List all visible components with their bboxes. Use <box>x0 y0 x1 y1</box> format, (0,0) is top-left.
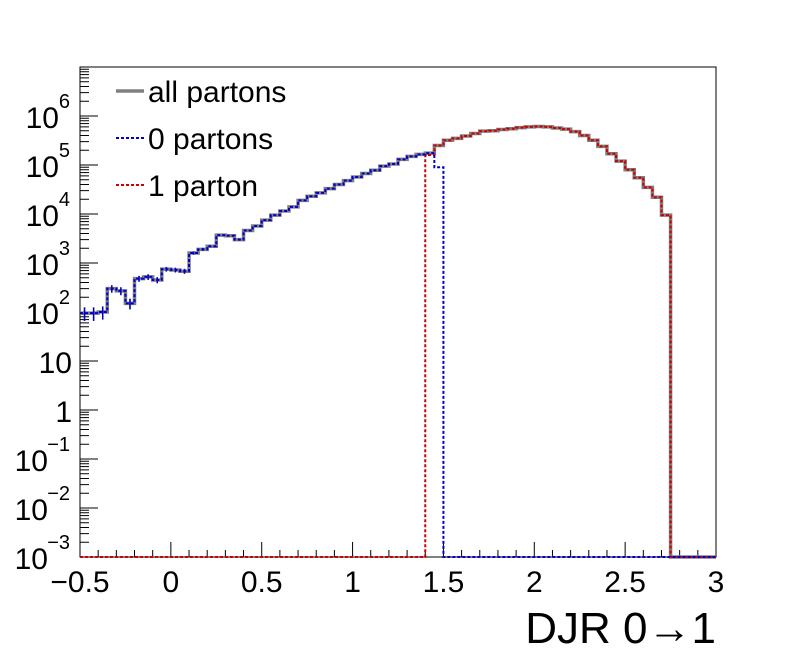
x-axis-label: DJR 0→1 <box>525 604 716 653</box>
y-tick-exponent: 2 <box>59 287 70 309</box>
x-tick-label: 1.5 <box>423 566 465 599</box>
y-tick-label: 1 <box>55 396 72 429</box>
y-tick-base: 10 <box>39 347 72 380</box>
y-tick-label: −210 <box>15 483 70 527</box>
y-tick-base: 10 <box>26 200 59 233</box>
legend: all partons 0 partons 1 parton <box>116 76 286 203</box>
legend-entry: all partons <box>116 76 286 109</box>
y-tick-exponent: −1 <box>47 434 70 456</box>
y-tick-exponent: 4 <box>59 189 70 211</box>
y-tick-label: 310 <box>26 238 70 282</box>
y-tick-label: −110 <box>15 434 70 478</box>
y-tick-label: 10 <box>39 347 72 380</box>
y-tick-base: 10 <box>26 151 59 184</box>
y-tick-base: 10 <box>26 102 59 135</box>
x-tick-label: 3 <box>708 566 725 599</box>
y-tick-exponent: 3 <box>59 238 70 260</box>
y-tick-label: 210 <box>26 287 70 331</box>
y-tick-exponent: 5 <box>59 140 70 162</box>
y-tick-base: 1 <box>55 396 72 429</box>
y-tick-exponent: 6 <box>59 91 70 113</box>
y-tick-label: 410 <box>26 189 70 233</box>
y-tick-base: 10 <box>15 543 48 576</box>
series-line-0-partons <box>80 152 716 558</box>
y-tick-exponent: −2 <box>47 483 70 505</box>
legend-entry: 0 partons <box>116 123 273 156</box>
x-tick-label: 0.5 <box>241 566 283 599</box>
series-line-1-parton <box>80 125 716 558</box>
y-tick-exponent: −3 <box>47 532 70 554</box>
x-tick-label: 2.5 <box>604 566 646 599</box>
legend-label: 0 partons <box>148 123 273 156</box>
axes: −0.5 0 0.5 1 1.5 2 2.5 3−310−210−11011021031041… <box>15 66 725 599</box>
plot-area <box>80 124 716 559</box>
y-tick-label: −310 <box>15 532 70 576</box>
y-tick-base: 10 <box>26 298 59 331</box>
y-tick-label: 510 <box>26 140 70 184</box>
x-tick-label: 0 <box>163 566 180 599</box>
y-tick-label: 610 <box>26 91 70 135</box>
y-tick-base: 10 <box>15 494 48 527</box>
y-tick-base: 10 <box>26 249 59 282</box>
x-tick-label: 1 <box>344 566 361 599</box>
y-tick-base: 10 <box>15 445 48 478</box>
legend-label: all partons <box>148 76 286 109</box>
x-tick-label: −0.5 <box>50 566 109 599</box>
x-tick-label: 2 <box>526 566 543 599</box>
legend-label: 1 parton <box>148 170 258 203</box>
legend-entry: 1 parton <box>116 170 258 203</box>
